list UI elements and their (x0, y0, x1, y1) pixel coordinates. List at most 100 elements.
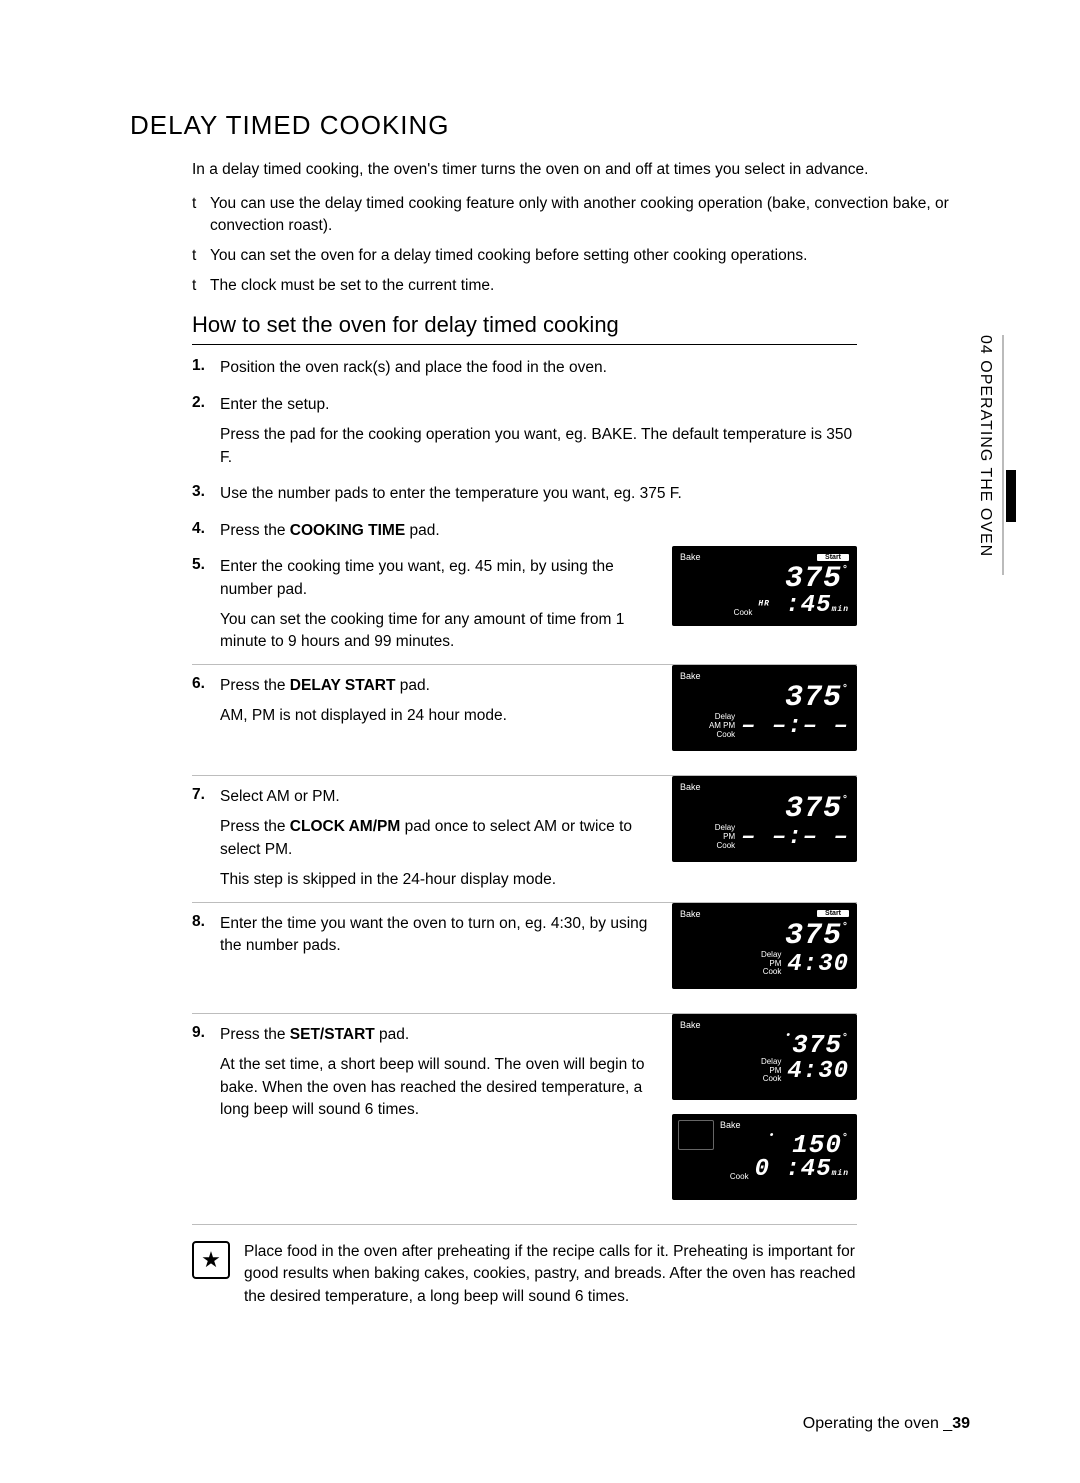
oven-display: Bake Start 375° Delay PM Cook 4:30 (672, 903, 857, 989)
degree-symbol: ° (842, 1033, 849, 1044)
step-text: At the set time, a short beep will sound… (220, 1054, 667, 1121)
degree-symbol: ° (842, 922, 849, 933)
manual-page: 04 OPERATING THE OVEN DELAY TIMED COOKIN… (0, 0, 1080, 1483)
step-text-post: pad. (405, 522, 439, 539)
display-bottom-row: Cook 0 :45min (672, 1158, 857, 1186)
step-text: Press the CLOCK AM/PM pad once to select… (220, 816, 667, 861)
degree-symbol: ° (842, 565, 849, 576)
time-value: 0 :45 (755, 1156, 832, 1183)
step-text: Use the number pads to enter the tempera… (220, 483, 857, 505)
step-number: 1 (192, 357, 220, 379)
step-body: Press the COOKING TIME pad. (220, 520, 857, 542)
hr-unit: HR (758, 600, 770, 609)
display-time: HR :45min (758, 594, 849, 618)
step-text: Press the pad for the cooking operation … (220, 424, 857, 469)
bullet-item: You can use the delay timed cooking feat… (192, 193, 970, 236)
step-text: Enter the time you want the oven to turn… (220, 913, 667, 958)
temp-value: 375 (785, 681, 842, 715)
oven-display: Bake • 150° Cook 0 :45min (672, 1114, 857, 1200)
bake-label: Bake (680, 552, 701, 562)
step-body: Use the number pads to enter the tempera… (220, 483, 857, 505)
page-title: DELAY TIMED COOKING (130, 110, 970, 141)
page-footer: Operating the oven _39 (803, 1415, 970, 1433)
cook-label: Cook (761, 968, 781, 977)
pad-name: DELAY START (290, 677, 396, 694)
step-text-post: pad. (375, 1026, 409, 1043)
temp-value: 375 (785, 919, 842, 953)
temp-value: 375 (785, 562, 842, 596)
step-text-pre: Press the (220, 677, 290, 694)
cook-label: Cook (761, 1075, 781, 1084)
note-row: ★ Place food in the oven after preheatin… (192, 1241, 857, 1308)
bake-label: Bake (680, 1020, 701, 1030)
temp-value: 375 (792, 1030, 842, 1060)
heating-dot: • (769, 1131, 776, 1142)
bake-label: Bake (680, 671, 701, 681)
cook-label: Cook (709, 731, 735, 740)
display-bottom-row: Cook HR :45min (672, 594, 857, 622)
delay-labels: Delay AM PM Cook (709, 713, 735, 739)
time-value: :45 (785, 592, 831, 619)
step-text: Position the oven rack(s) and place the … (220, 357, 857, 379)
bake-label: Bake (680, 909, 701, 919)
step-text: Press the COOKING TIME pad. (220, 520, 857, 542)
oven-display: Bake 375° Delay AM PM Cook – –:– – (672, 665, 857, 751)
display-bottom-row: Delay PM Cook 4:30 (672, 951, 857, 981)
bake-label: Bake (680, 782, 701, 792)
display-temperature: 375° (672, 564, 857, 594)
step-row: 6 Press the DELAY START pad. AM, PM is n… (192, 665, 857, 776)
step-body: Position the oven rack(s) and place the … (220, 357, 857, 379)
step-text: Press the DELAY START pad. (220, 675, 667, 697)
intro-bullets: You can use the delay timed cooking feat… (192, 193, 970, 296)
step-row: 9 Press the SET/START pad. At the set ti… (192, 1014, 857, 1225)
side-tab-marker (1006, 470, 1016, 522)
step-row: 8 Enter the time you want the oven to tu… (192, 903, 857, 1014)
oven-display: Bake Start 375° Cook HR :45min (672, 546, 857, 626)
delay-labels: Delay PM Cook (761, 951, 781, 977)
bullet-item: You can set the oven for a delay timed c… (192, 245, 970, 267)
step-number: 7 (192, 786, 220, 892)
step-number: 2 (192, 394, 220, 469)
oven-display: Bake 375° Delay PM Cook – –:– – (672, 776, 857, 862)
step-text: This step is skipped in the 24-hour disp… (220, 869, 667, 891)
side-tab: 04 OPERATING THE OVEN (965, 335, 1005, 595)
step-row: 3 Use the number pads to enter the tempe… (192, 473, 857, 509)
step-number: 4 (192, 520, 220, 542)
delay-labels: Delay PM Cook (761, 1058, 781, 1084)
oven-display: Bake •375° Delay PM Cook 4:30 (672, 1014, 857, 1100)
step-number: 9 (192, 1024, 220, 1214)
start-badge: Start (817, 910, 849, 917)
display-temperature: 375° (672, 794, 857, 824)
bake-label: Bake (720, 1120, 741, 1130)
display-temperature: 375° (672, 683, 857, 713)
bullet-item: The clock must be set to the current tim… (192, 275, 970, 297)
step-text: You can set the cooking time for any amo… (220, 609, 667, 654)
min-unit: min (832, 605, 849, 614)
pad-name: SET/START (290, 1026, 375, 1043)
intro-paragraph: In a delay timed cooking, the oven's tim… (192, 159, 970, 181)
display-temperature: 375° (672, 921, 857, 951)
steps-list: 1 Position the oven rack(s) and place th… (192, 347, 857, 1225)
footer-text: Operating the oven _ (803, 1415, 952, 1432)
subheading: How to set the oven for delay timed cook… (192, 312, 857, 345)
min-unit: min (832, 1169, 849, 1178)
display-bottom-row: Delay AM PM Cook – –:– – (672, 713, 857, 743)
cook-label: Cook (730, 1173, 749, 1182)
display-time: 0 :45min (755, 1158, 849, 1182)
display-time: – –:– – (741, 715, 849, 739)
degree-symbol: ° (842, 684, 849, 695)
step-text: Select AM or PM. (220, 786, 667, 808)
step-row: 7 Select AM or PM. Press the CLOCK AM/PM… (192, 776, 857, 903)
start-badge: Start (817, 554, 849, 561)
step-text-pre: Press the (220, 1026, 290, 1043)
step-text: AM, PM is not displayed in 24 hour mode. (220, 705, 667, 727)
note-text: Place food in the oven after preheating … (244, 1241, 857, 1308)
display-bottom-row: Delay PM Cook 4:30 (672, 1058, 857, 1088)
step-row: 2 Enter the setup. Press the pad for the… (192, 384, 857, 473)
pad-name: CLOCK AM/PM (290, 818, 401, 835)
step-number: 6 (192, 675, 220, 765)
step-text-pre: Press the (220, 818, 290, 835)
display-time: 4:30 (787, 1060, 849, 1084)
cook-label: Cook (734, 609, 753, 618)
temp-value: 375 (785, 792, 842, 826)
